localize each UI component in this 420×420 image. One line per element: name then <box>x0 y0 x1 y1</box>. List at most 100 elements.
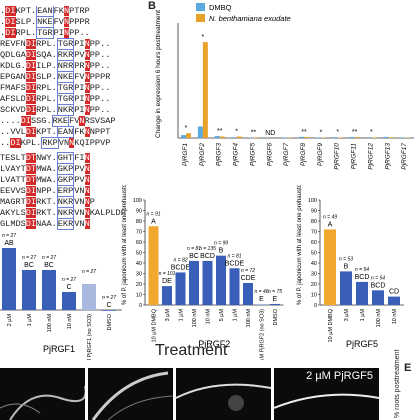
alignment-tail: KALPLDP <box>89 208 126 218</box>
bar-letter-label: BCDE <box>171 264 191 271</box>
alignment-mid: SLP. <box>36 72 57 82</box>
y-tick-label: 90 <box>311 209 317 215</box>
bar <box>354 137 360 138</box>
alignment-hi2: N <box>84 105 90 115</box>
y-tick-label: 80 <box>311 219 317 225</box>
alignment-post: PV <box>74 50 85 60</box>
alignment-hi2: N <box>84 186 90 196</box>
alignment-post: VN <box>74 197 85 207</box>
alignment-row: .DIKPT.EANFKNPTRP <box>0 6 90 17</box>
category-label: PjRGF9 <box>317 143 324 167</box>
alignment-post: VN <box>58 138 70 148</box>
y-tick-label: 40 <box>311 261 317 267</box>
bar-n-label: n = 91 <box>146 211 160 217</box>
alignment-mid: KPL. <box>20 138 42 148</box>
legend-swatch <box>196 14 205 22</box>
alignment-pre: KDLG. <box>0 61 26 71</box>
bar <box>102 310 116 311</box>
chart-pjrgf2: 0 10 20 30 40 50 60 70 80 90 100 % of P. japonicum … <box>122 185 284 360</box>
alignment-hi2: N <box>84 208 90 218</box>
y-tick-label: 80 <box>136 219 142 225</box>
x-axis-label: PjRGF2 <box>198 339 230 349</box>
bar <box>181 135 186 138</box>
alignment-row: EEVVSDINPP.ERPVNN <box>0 185 90 197</box>
alignment-tail: KQIPPVP <box>74 138 111 148</box>
alignment-post: FV <box>74 72 85 82</box>
alignment-hi2: N <box>84 61 90 71</box>
bar-letter-label: BC <box>189 253 199 260</box>
alignment-hi2: N <box>63 28 70 38</box>
x-axis-label: PjRGF5 <box>346 339 378 349</box>
alignment-row: MAGRTDIRKT.NKRVNNP <box>0 196 95 208</box>
bar <box>366 137 372 138</box>
x-tick-label: 10 µM DMBQ <box>152 308 158 342</box>
bar-letter-label: E <box>259 296 264 303</box>
alignment-post: VN <box>74 219 85 229</box>
alignment-mid: ILP. <box>36 61 57 71</box>
bar-letter-label: DE <box>162 278 172 285</box>
alignment-mark: DT <box>25 164 37 174</box>
significance-label: * <box>235 128 238 135</box>
x-tick-label: 1 µM <box>179 309 185 322</box>
alignment-pre: MAGRT <box>0 197 26 207</box>
legend-label: DMBQ <box>209 3 232 12</box>
alignment-hi2: N <box>84 153 90 163</box>
alignment-post: FK <box>53 6 64 16</box>
alignment-hi2: N <box>84 39 90 49</box>
y-tick-label: 60 <box>311 240 317 246</box>
alignment-mark: DI <box>5 17 16 27</box>
bar <box>332 137 338 138</box>
x-tick-label: 1 µM <box>360 309 366 322</box>
y-axis-label: % of P. japonicum with at least one preh… <box>297 185 303 305</box>
significance-label: ND <box>265 130 275 137</box>
alignment-mark: DI <box>25 127 37 137</box>
micro-label: 2 µM PjRGF5 <box>306 370 373 382</box>
legend-label: N. benthamiana exudate <box>209 14 291 23</box>
alignment-mid: RPL. <box>36 83 57 93</box>
alignment-row: KDLG.DIILP.NRRPRNPP.. <box>0 60 110 72</box>
alignment-pre: AFSLD <box>0 94 26 104</box>
alignment-row: ..VVLDIKPT.EANFKNNPPT <box>0 126 110 138</box>
y-tick-label: 10 <box>136 293 142 299</box>
alignment-post: FV <box>69 116 80 126</box>
bar <box>243 282 253 305</box>
bar-letter-label: BC <box>44 262 54 269</box>
category-label: PjRGF12 <box>367 143 374 170</box>
bar <box>214 136 220 138</box>
bar-letter-label: BCDE <box>225 260 245 267</box>
bar-letter-label: BC <box>24 262 34 269</box>
x-tick-label: 1 µM <box>27 314 33 327</box>
alignment-row: AFSLDDIRPL.TGRPINPP.. <box>0 93 110 105</box>
x-tick-label: 3 µM <box>165 309 171 322</box>
alignment-box: NKE <box>56 71 75 83</box>
alignment-row: LVAYTDTMWA.GKPPVN <box>0 163 90 175</box>
alignment-pre: LVAYT <box>0 164 26 174</box>
alignment-mark: DI <box>25 197 37 207</box>
microscopy-image-2 <box>88 368 173 420</box>
alignment-box: TGR <box>56 38 75 50</box>
alignment-tail: PP.. <box>69 28 90 38</box>
alignment-row: SCKVDDIRPL.NKRPINPP.. <box>0 104 110 116</box>
alignment-box: NRR <box>56 60 75 72</box>
alignment-mark: DI <box>20 116 31 126</box>
alignment-row: LVATTDTMWA.GKPPVN <box>0 174 90 186</box>
bar <box>299 136 304 138</box>
alignment-mid: RPL. <box>36 39 57 49</box>
x-tick-label: 10 nM <box>206 309 212 325</box>
bar <box>148 226 159 305</box>
alignment-tail: PP.. <box>89 83 111 93</box>
y-tick-label: 30 <box>311 272 317 278</box>
x-tick-label: DMSO <box>273 308 279 325</box>
alignment-post: PI <box>74 94 85 104</box>
alignment-row: TESLTDTNWY.GHTFIN <box>0 152 90 164</box>
alignment-box: GKP <box>56 174 75 186</box>
alignment-pre: QDLGA <box>0 50 26 60</box>
alignment-pre: GLMDS <box>0 219 26 229</box>
alignment-tail: PPPR <box>69 17 90 27</box>
alignment-pre: TESLT <box>0 153 26 163</box>
panel-letter-b: B <box>148 0 156 12</box>
alignment-box: TGR <box>36 27 54 39</box>
alignment-mid: RPL. <box>15 28 37 38</box>
panel-e-ylabel: % roots posttreatment <box>394 349 401 418</box>
alignment-box: RKE <box>51 115 70 127</box>
